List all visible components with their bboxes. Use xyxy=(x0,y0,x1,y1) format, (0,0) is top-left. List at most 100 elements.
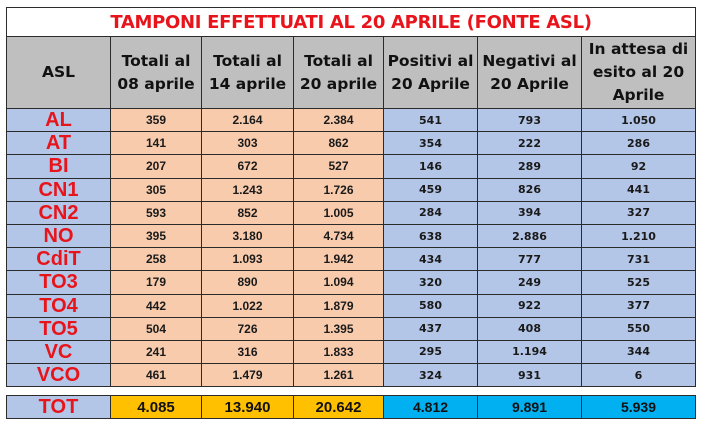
cell-in-attesa: 441 xyxy=(580,177,697,202)
tamponi-sheet: TAMPONI EFFETTUATI AL 20 APRILE (FONTE A… xyxy=(5,7,697,420)
cell-in-attesa: 344 xyxy=(580,339,697,365)
tot-totali-14: 13.940 xyxy=(201,395,294,420)
cell-totali-20: 2.384 xyxy=(293,107,384,133)
header-negativi: Negativi al 20 Aprile xyxy=(477,36,582,109)
cell-positivi: 437 xyxy=(383,316,478,341)
cell-totali-08: 305 xyxy=(110,177,202,202)
cell-totali-08: 395 xyxy=(110,223,202,249)
cell-asl-name: CdiT xyxy=(6,247,111,272)
cell-positivi: 354 xyxy=(383,131,478,156)
cell-asl-name: NO xyxy=(6,223,111,249)
header-totali-14: Totali al 14 aprile xyxy=(201,36,294,109)
table-title: TAMPONI EFFETTUATI AL 20 APRILE (FONTE A… xyxy=(5,7,697,37)
cell-in-attesa: 92 xyxy=(580,154,697,179)
cell-in-attesa: 731 xyxy=(580,247,697,272)
cell-negativi: 394 xyxy=(477,200,582,225)
header-asl: ASL xyxy=(6,36,111,109)
cell-totali-20: 1.395 xyxy=(293,316,384,341)
cell-totali-20: 1.833 xyxy=(293,339,384,365)
cell-totali-08: 241 xyxy=(110,339,202,365)
cell-asl-name: TO4 xyxy=(6,293,111,318)
cell-asl-name: AL xyxy=(6,107,111,133)
cell-asl-name: TO3 xyxy=(6,270,111,295)
cell-totali-20: 527 xyxy=(293,154,384,179)
table-row: AL 359 2.164 2.384 541 793 1.050 xyxy=(6,107,697,133)
cell-totali-14: 1.093 xyxy=(201,247,294,272)
cell-totali-14: 1.479 xyxy=(201,363,294,388)
cell-in-attesa: 525 xyxy=(580,270,697,295)
cell-positivi: 580 xyxy=(383,293,478,318)
cell-asl-name: TO5 xyxy=(6,316,111,341)
cell-asl-name: VC xyxy=(6,339,111,365)
cell-negativi: 777 xyxy=(477,247,582,272)
header-in-attesa: In attesa di esito al 20 Aprile xyxy=(580,36,697,109)
cell-positivi: 295 xyxy=(383,339,478,365)
table-row: AT 141 303 862 354 222 286 xyxy=(6,131,697,156)
table-row: VCO 461 1.479 1.261 324 931 6 xyxy=(6,363,697,388)
cell-totali-08: 179 xyxy=(110,270,202,295)
cell-negativi: 289 xyxy=(477,154,582,179)
cell-totali-08: 442 xyxy=(110,293,202,318)
cell-asl-name: CN1 xyxy=(6,177,111,202)
cell-totali-08: 141 xyxy=(110,131,202,156)
cell-in-attesa: 327 xyxy=(580,200,697,225)
cell-in-attesa: 1.050 xyxy=(580,107,697,133)
cell-in-attesa: 6 xyxy=(580,363,697,388)
table-row: TO3 179 890 1.094 320 249 525 xyxy=(6,270,697,295)
header-positivi: Positivi al 20 Aprile xyxy=(383,36,478,109)
cell-negativi: 793 xyxy=(477,107,582,133)
cell-totali-20: 4.734 xyxy=(293,223,384,249)
tot-label: TOT xyxy=(6,395,111,420)
cell-asl-name: AT xyxy=(6,131,111,156)
table-row: VC 241 316 1.833 295 1.194 344 xyxy=(6,339,697,365)
cell-totali-20: 1.726 xyxy=(293,177,384,202)
table-row: CN1 305 1.243 1.726 459 826 441 xyxy=(6,177,697,202)
tamponi-table: TAMPONI EFFETTUATI AL 20 APRILE (FONTE A… xyxy=(5,7,697,388)
totals-table: TOT 4.085 13.940 20.642 4.812 9.891 5.93… xyxy=(6,395,696,420)
cell-positivi: 284 xyxy=(383,200,478,225)
cell-totali-14: 3.180 xyxy=(201,223,294,249)
table-row: BI 207 672 527 146 289 92 xyxy=(6,154,697,179)
cell-totali-14: 1.022 xyxy=(201,293,294,318)
cell-totali-14: 726 xyxy=(201,316,294,341)
cell-asl-name: BI xyxy=(6,154,111,179)
cell-totali-08: 461 xyxy=(110,363,202,388)
tot-positivi: 4.812 xyxy=(383,395,478,420)
cell-totali-14: 852 xyxy=(201,200,294,225)
table-row: CN2 593 852 1.005 284 394 327 xyxy=(6,200,697,225)
cell-positivi: 320 xyxy=(383,270,478,295)
cell-in-attesa: 377 xyxy=(580,293,697,318)
cell-positivi: 146 xyxy=(383,154,478,179)
cell-totali-14: 1.243 xyxy=(201,177,294,202)
cell-negativi: 1.194 xyxy=(477,339,582,365)
cell-totali-08: 504 xyxy=(110,316,202,341)
tot-totali-20: 20.642 xyxy=(293,395,384,420)
tot-in-attesa: 5.939 xyxy=(581,395,696,420)
cell-totali-14: 303 xyxy=(201,131,294,156)
tot-totali-08: 4.085 xyxy=(110,395,202,420)
cell-totali-20: 1.094 xyxy=(293,270,384,295)
cell-negativi: 408 xyxy=(477,316,582,341)
tot-negativi: 9.891 xyxy=(477,395,582,420)
table-row: CdiT 258 1.093 1.942 434 777 731 xyxy=(6,247,697,272)
cell-negativi: 922 xyxy=(477,293,582,318)
cell-totali-08: 593 xyxy=(110,200,202,225)
header-row: ASL Totali al 08 aprile Totali al 14 april… xyxy=(6,36,697,109)
cell-totali-20: 1.879 xyxy=(293,293,384,318)
table-row: TO5 504 726 1.395 437 408 550 xyxy=(6,316,697,341)
cell-totali-20: 1.942 xyxy=(293,247,384,272)
cell-totali-08: 258 xyxy=(110,247,202,272)
cell-totali-20: 1.005 xyxy=(293,200,384,225)
table-row: TO4 442 1.022 1.879 580 922 377 xyxy=(6,293,697,318)
cell-totali-20: 862 xyxy=(293,131,384,156)
header-totali-08: Totali al 08 aprile xyxy=(110,36,202,109)
cell-in-attesa: 550 xyxy=(580,316,697,341)
table-body: AL 359 2.164 2.384 541 793 1.050 AT 141 303 862 354… xyxy=(6,107,697,388)
cell-in-attesa: 1.210 xyxy=(580,223,697,249)
cell-totali-14: 890 xyxy=(201,270,294,295)
cell-totali-20: 1.261 xyxy=(293,363,384,388)
cell-negativi: 2.886 xyxy=(477,223,582,249)
cell-in-attesa: 286 xyxy=(580,131,697,156)
cell-asl-name: VCO xyxy=(6,363,111,388)
cell-negativi: 931 xyxy=(477,363,582,388)
